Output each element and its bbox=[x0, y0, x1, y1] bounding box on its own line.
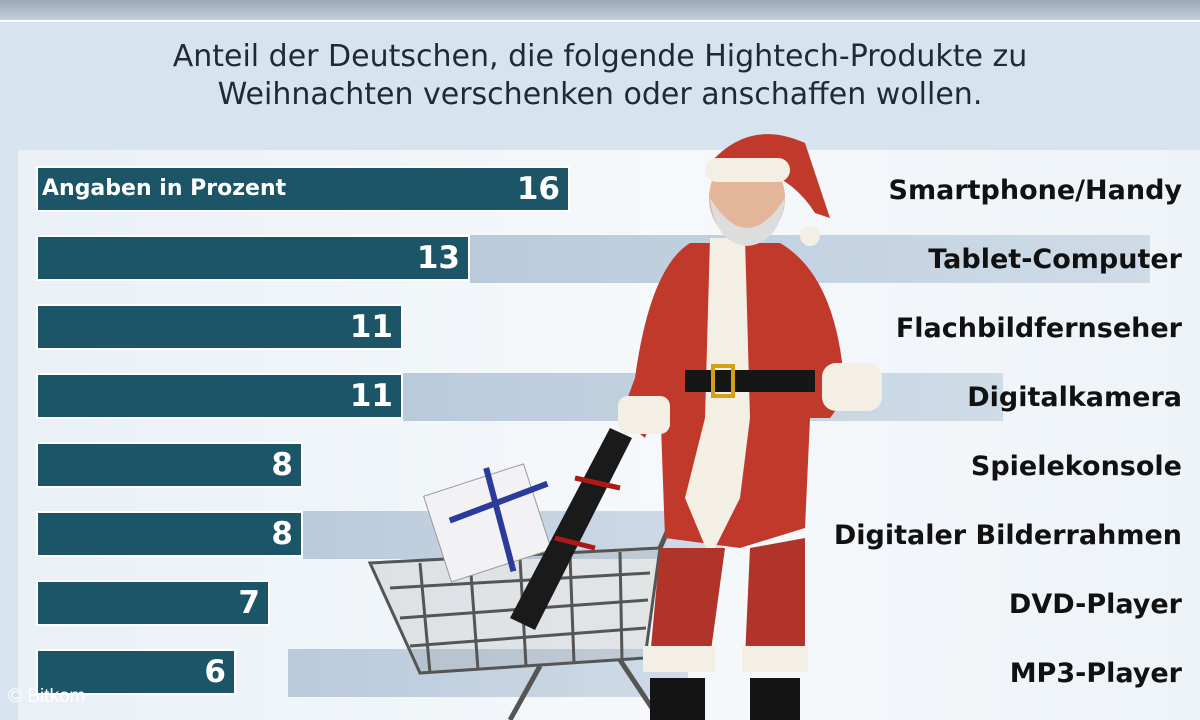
bar bbox=[36, 580, 270, 626]
bar-value-label: 16 bbox=[516, 171, 560, 207]
source-credit: © Bitkom bbox=[8, 686, 86, 707]
bar-value-label: 11 bbox=[349, 378, 393, 414]
category-label: MP3-Player bbox=[1009, 658, 1182, 689]
category-label: DVD-Player bbox=[1008, 589, 1182, 620]
category-label: Spielekonsole bbox=[970, 451, 1182, 482]
bar-value-label: 13 bbox=[416, 240, 460, 276]
category-label: Flachbildfernseher bbox=[895, 313, 1182, 344]
category-label: Digitaler Bilderrahmen bbox=[833, 520, 1182, 551]
bar-value-label: 6 bbox=[204, 654, 226, 690]
gift-box-icon bbox=[423, 463, 552, 583]
bar-value-label: 7 bbox=[238, 585, 260, 621]
bar bbox=[36, 304, 403, 350]
header-strip bbox=[0, 0, 1200, 22]
santa-figure-icon bbox=[618, 134, 882, 720]
bar bbox=[36, 166, 570, 212]
bar bbox=[36, 442, 303, 488]
chart-subtitle: Anteil der Deutschen, die folgende Hight… bbox=[172, 39, 1028, 112]
santa-claus-illustration bbox=[367, 134, 882, 720]
bar-value-label: 8 bbox=[271, 447, 293, 483]
bar bbox=[36, 235, 470, 281]
bar bbox=[36, 373, 403, 419]
bar-value-label: 8 bbox=[271, 516, 293, 552]
category-label: Digitalkamera bbox=[967, 382, 1182, 413]
wrapped-present-icon bbox=[510, 428, 632, 630]
bar bbox=[36, 511, 303, 557]
bar-value-label: 11 bbox=[349, 309, 393, 345]
category-label: Tablet-Computer bbox=[928, 244, 1182, 275]
unit-label: Angaben in Prozent bbox=[42, 176, 287, 201]
bar bbox=[36, 649, 236, 695]
category-label: Smartphone/Handy bbox=[888, 175, 1182, 206]
